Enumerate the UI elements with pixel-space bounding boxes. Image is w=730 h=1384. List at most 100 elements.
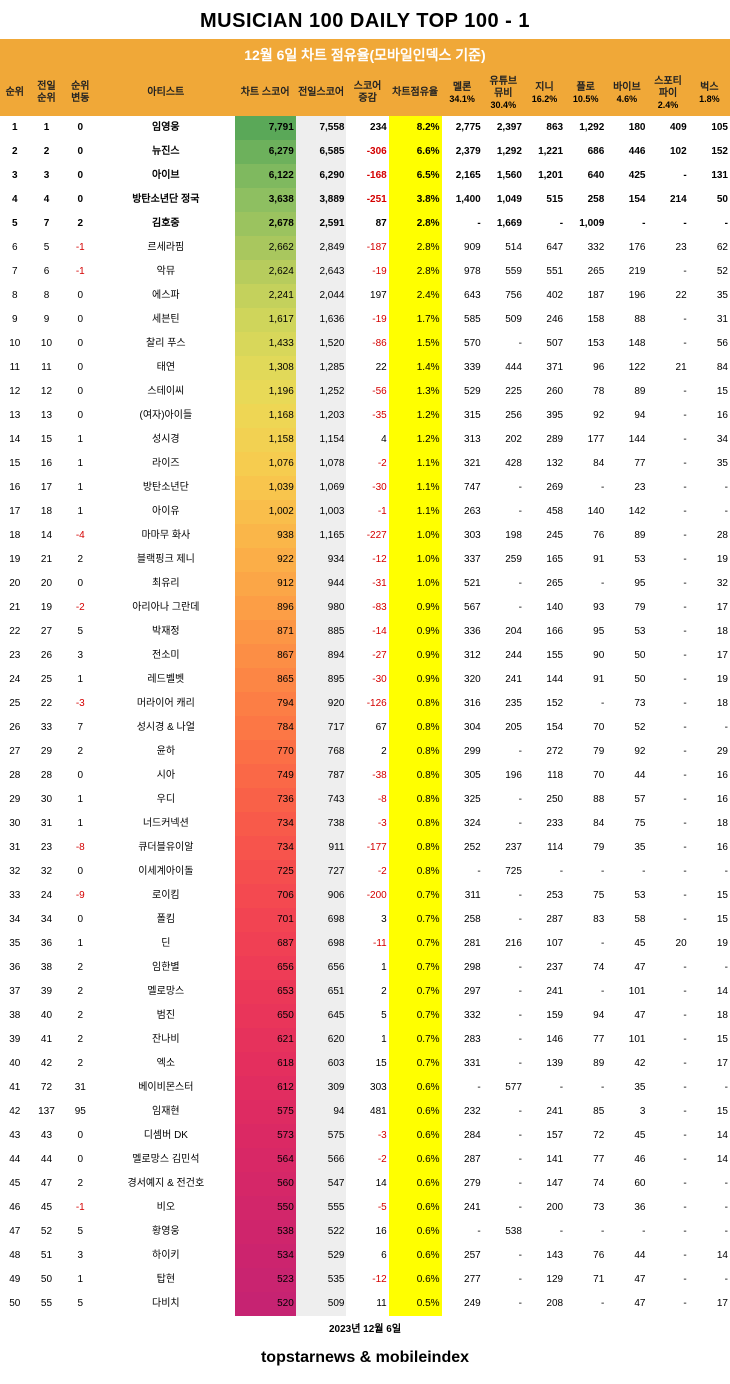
cell: 0 bbox=[63, 404, 97, 428]
table-row: 65-1르세라핌2,6622,849-1872.8%90951464733217… bbox=[0, 236, 730, 260]
cell: - bbox=[647, 596, 688, 620]
cell: 575 bbox=[296, 1124, 347, 1148]
cell: 332 bbox=[565, 236, 606, 260]
cell: 2 bbox=[30, 140, 64, 164]
cell: 303 bbox=[442, 524, 483, 548]
table-row: 10100찰리 푸스1,4331,520-861.5%570-507153148… bbox=[0, 332, 730, 356]
cell: 747 bbox=[442, 476, 483, 500]
cell: 1 bbox=[63, 788, 97, 812]
cell: - bbox=[524, 212, 565, 236]
cell: 21 bbox=[0, 596, 30, 620]
cell: 650 bbox=[235, 1004, 296, 1028]
cell: 31 bbox=[63, 1076, 97, 1100]
cell: - bbox=[483, 812, 524, 836]
cell: 197 bbox=[346, 284, 388, 308]
cell: 287 bbox=[442, 1148, 483, 1172]
col-header-source: 바이브4.6% bbox=[606, 71, 647, 116]
table-row: 417231베이비몬스터6123093030.6%-577--35-- bbox=[0, 1076, 730, 1100]
cell: 37 bbox=[0, 980, 30, 1004]
cell: 122 bbox=[606, 356, 647, 380]
cell: 237 bbox=[483, 836, 524, 860]
cell: 5 bbox=[63, 1292, 97, 1316]
cell: 47 bbox=[30, 1172, 64, 1196]
cell: 47 bbox=[606, 1292, 647, 1316]
chart-container: MUSICIAN 100 DAILY TOP 100 - 1 12월 6일 차트… bbox=[0, 0, 730, 1381]
cell: 1 bbox=[63, 932, 97, 956]
cell: 312 bbox=[442, 644, 483, 668]
cell: -1 bbox=[63, 260, 97, 284]
cell: 5 bbox=[63, 1220, 97, 1244]
cell: 90 bbox=[565, 644, 606, 668]
cell: 22 bbox=[0, 620, 30, 644]
cell: 867 bbox=[235, 644, 296, 668]
cell: 1 bbox=[63, 812, 97, 836]
cell: 72 bbox=[30, 1076, 64, 1100]
cell: 749 bbox=[235, 764, 296, 788]
cell: 734 bbox=[235, 812, 296, 836]
cell: 768 bbox=[296, 740, 347, 764]
cell: 0 bbox=[63, 1124, 97, 1148]
cell: -227 bbox=[346, 524, 388, 548]
cell: 787 bbox=[296, 764, 347, 788]
cell: 944 bbox=[296, 572, 347, 596]
cell: - bbox=[647, 548, 688, 572]
cell: 0.8% bbox=[389, 788, 442, 812]
cell: 22 bbox=[346, 356, 388, 380]
cell: - bbox=[647, 572, 688, 596]
cell: 24 bbox=[0, 668, 30, 692]
page-subtitle: 12월 6일 차트 점유율(모바일인덱스 기준) bbox=[0, 39, 730, 71]
cell: 14 bbox=[689, 1148, 730, 1172]
table-row: 16171방탄소년단1,0391,069-301.1%747-269-23-- bbox=[0, 476, 730, 500]
cell: 241 bbox=[524, 980, 565, 1004]
cell: 321 bbox=[442, 452, 483, 476]
cell: 1 bbox=[346, 1028, 388, 1052]
cell: 6 bbox=[346, 1244, 388, 1268]
cell: 88 bbox=[606, 308, 647, 332]
cell: 15 bbox=[689, 380, 730, 404]
cell: 0 bbox=[63, 332, 97, 356]
cell: - bbox=[442, 860, 483, 884]
page-title: MUSICIAN 100 DAILY TOP 100 - 1 bbox=[0, 0, 730, 39]
cell: 279 bbox=[442, 1172, 483, 1196]
cell: 95 bbox=[565, 620, 606, 644]
cell: 515 bbox=[524, 188, 565, 212]
cell: 94 bbox=[606, 404, 647, 428]
cell: - bbox=[483, 1148, 524, 1172]
cell: - bbox=[483, 500, 524, 524]
cell: 성시경 & 나얼 bbox=[97, 716, 234, 740]
cell: 2 bbox=[63, 980, 97, 1004]
cell: 5 bbox=[63, 620, 97, 644]
cell: 0 bbox=[63, 356, 97, 380]
cell: 653 bbox=[235, 980, 296, 1004]
cell: 23 bbox=[647, 236, 688, 260]
cell: 509 bbox=[483, 308, 524, 332]
cell: 탑현 bbox=[97, 1268, 234, 1292]
cell: 289 bbox=[524, 428, 565, 452]
table-row: 14151성시경1,1581,15441.2%313202289177144-3… bbox=[0, 428, 730, 452]
cell: 0.7% bbox=[389, 1052, 442, 1076]
cell: 219 bbox=[606, 260, 647, 284]
cell: 44 bbox=[0, 1148, 30, 1172]
cell: 18 bbox=[30, 500, 64, 524]
cell: - bbox=[689, 1172, 730, 1196]
cell: 1.7% bbox=[389, 308, 442, 332]
cell: 89 bbox=[606, 380, 647, 404]
cell: - bbox=[647, 692, 688, 716]
cell: 0.8% bbox=[389, 764, 442, 788]
cell: 934 bbox=[296, 548, 347, 572]
cell: 938 bbox=[235, 524, 296, 548]
cell: 0.7% bbox=[389, 908, 442, 932]
cell: 31 bbox=[689, 308, 730, 332]
table-row: 19212블랙핑크 제니922934-121.0%3372591659153-1… bbox=[0, 548, 730, 572]
cell: 0 bbox=[63, 308, 97, 332]
cell: -3 bbox=[346, 812, 388, 836]
cell: -1 bbox=[346, 500, 388, 524]
cell: 최유리 bbox=[97, 572, 234, 596]
cell: 249 bbox=[442, 1292, 483, 1316]
cell: 198 bbox=[483, 524, 524, 548]
cell: 1,168 bbox=[235, 404, 296, 428]
cell: 2,165 bbox=[442, 164, 483, 188]
cell: 144 bbox=[524, 668, 565, 692]
cell: 1,520 bbox=[296, 332, 347, 356]
cell: 232 bbox=[442, 1100, 483, 1124]
